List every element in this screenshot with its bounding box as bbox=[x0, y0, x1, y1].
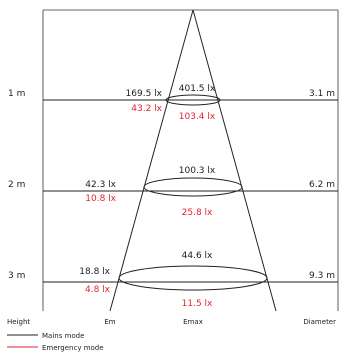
emax-mains-1m: 401.5 lx bbox=[179, 84, 216, 94]
diameter-2m: 6.2 m bbox=[309, 180, 335, 190]
height-label-1m: 1 m bbox=[8, 89, 25, 99]
beam-ellipse-1m bbox=[165, 94, 221, 106]
emax-emergency-3m: 11.5 lx bbox=[182, 299, 213, 309]
emax-mains-3m: 44.6 lx bbox=[182, 251, 213, 261]
beam-cone-left bbox=[109, 9, 194, 312]
em-emergency-1m: 43.2 lx bbox=[131, 104, 162, 114]
height-label-2m: 2 m bbox=[8, 180, 25, 190]
em-emergency-2m: 10.8 lx bbox=[85, 194, 116, 204]
em-mains-2m: 42.3 lx bbox=[85, 180, 116, 190]
height-label-3m: 3 m bbox=[8, 271, 25, 281]
beam-ellipse-3m bbox=[118, 265, 268, 291]
axis-label-em: Em bbox=[104, 318, 115, 326]
beam-cone-right bbox=[192, 9, 277, 312]
axis-label-diameter: Diameter bbox=[303, 318, 336, 326]
legend-label-mains: Mains mode bbox=[42, 332, 84, 340]
emax-mains-2m: 100.3 lx bbox=[179, 166, 216, 176]
diameter-1m: 3.1 m bbox=[309, 89, 335, 99]
em-mains-3m: 18.8 lx bbox=[79, 267, 110, 277]
axis-label-emax: Emax bbox=[183, 318, 203, 326]
em-emergency-3m: 4.8 lx bbox=[85, 285, 111, 295]
diameter-3m: 9.3 m bbox=[309, 271, 335, 281]
legend-label-emergency: Emergency mode bbox=[42, 344, 104, 352]
emax-emergency-2m: 25.8 lx bbox=[182, 208, 213, 218]
axis-label-height: Height bbox=[7, 318, 30, 326]
emax-emergency-1m: 103.4 lx bbox=[179, 112, 216, 122]
em-mains-1m: 169.5 lx bbox=[126, 89, 163, 99]
beam-ellipse-2m bbox=[143, 177, 243, 197]
